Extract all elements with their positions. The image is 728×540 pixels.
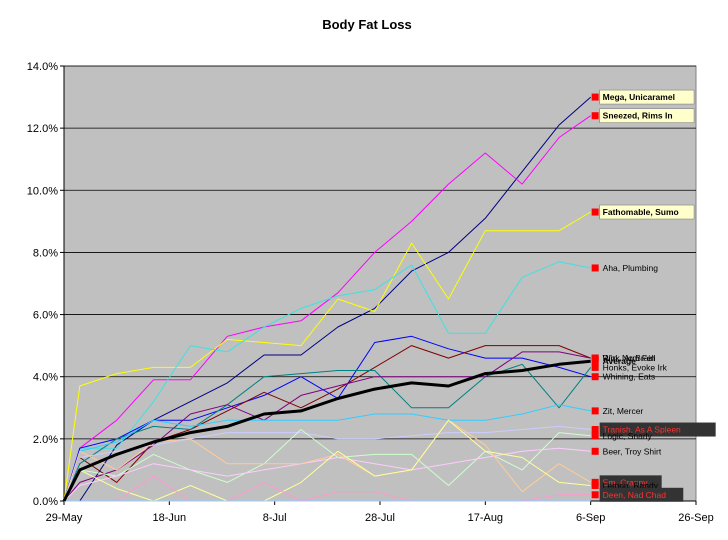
end-marker	[591, 432, 599, 440]
series-label: Rink, Arm Fell	[603, 353, 656, 363]
series-label: Beer, Troy Shirt	[603, 446, 662, 456]
series-label: Em, Cranny	[603, 477, 649, 487]
series-label: Whining, Eats	[603, 372, 655, 382]
label-box	[599, 475, 662, 490]
y-tick-label: 0.0%	[33, 496, 58, 508]
end-marker	[591, 481, 599, 489]
x-tick-label: 26-Sep	[678, 512, 713, 524]
series-line	[62, 359, 591, 502]
x-tick-label: 28-Jul	[365, 512, 395, 524]
label-box	[599, 204, 695, 220]
series-line	[63, 345, 591, 502]
label-box	[599, 108, 695, 124]
series-label: Mega, Unicaramel	[603, 92, 675, 102]
end-marker	[591, 491, 599, 499]
series-line	[63, 335, 591, 502]
x-tick-label: 18-Jun	[153, 512, 187, 524]
end-marker	[591, 354, 599, 362]
series-line	[63, 419, 591, 502]
y-tick-label: 4.0%	[33, 372, 58, 384]
series-lines	[62, 96, 592, 502]
label-box	[599, 89, 695, 105]
end-marker	[591, 93, 599, 101]
series-label: Win, No Brain	[603, 353, 656, 363]
series-label: Tranish, As A Spleen	[603, 425, 681, 435]
end-marker	[591, 373, 599, 381]
end-marker	[591, 363, 599, 371]
y-tick-label: 6.0%	[33, 310, 58, 322]
series-label: Honks, Evoke Irk	[603, 362, 668, 372]
series-line	[63, 115, 591, 502]
series-line	[63, 211, 591, 502]
y-tick-label: 10.0%	[27, 185, 58, 197]
end-marker	[591, 208, 599, 216]
series-label: Lemon, Randy	[603, 480, 659, 490]
series-line	[63, 261, 591, 502]
series-line	[63, 419, 591, 502]
chart-title: Body Fat Loss	[322, 17, 412, 32]
x-tick-label: 8-Jul	[263, 512, 287, 524]
series-line	[63, 429, 591, 502]
series-line	[63, 351, 591, 502]
series-label: Logic, Snarly	[603, 431, 653, 441]
y-tick-label: 14.0%	[27, 61, 58, 73]
series-labels: Mega, Unicaramel Sneezed, Rims In Fathomab…	[591, 89, 716, 502]
series-label: Deen, Nad Chad	[603, 490, 667, 500]
series-label: Sneezed, Rims In	[603, 111, 673, 121]
x-tick-label: 29-May	[46, 512, 83, 524]
plot-area	[63, 65, 697, 502]
end-marker	[591, 447, 599, 455]
end-marker	[591, 264, 599, 272]
series-label: Zit, Mercer	[603, 406, 644, 416]
end-marker	[591, 407, 599, 415]
label-box	[599, 487, 684, 502]
series-label: Fathomable, Sumo	[603, 207, 679, 217]
x-tick-label: 17-Aug	[468, 512, 503, 524]
series-label: Aha, Plumbing	[603, 263, 659, 273]
y-tick-label: 8.0%	[33, 247, 58, 259]
y-tick-label: 12.0%	[27, 123, 58, 135]
label-box	[599, 422, 716, 437]
series-line	[63, 363, 592, 502]
series-line	[63, 404, 591, 502]
end-marker	[591, 112, 599, 120]
y-tick-label: 2.0%	[33, 434, 58, 446]
x-tick-label: 6-Sep	[576, 512, 605, 524]
axes: 0.0% 2.0% 4.0% 6.0% 8.0% 10.0% 12.0% 14.0% 29-Ma…	[27, 61, 714, 524]
series-label: Average	[603, 356, 637, 366]
end-marker	[591, 426, 599, 434]
